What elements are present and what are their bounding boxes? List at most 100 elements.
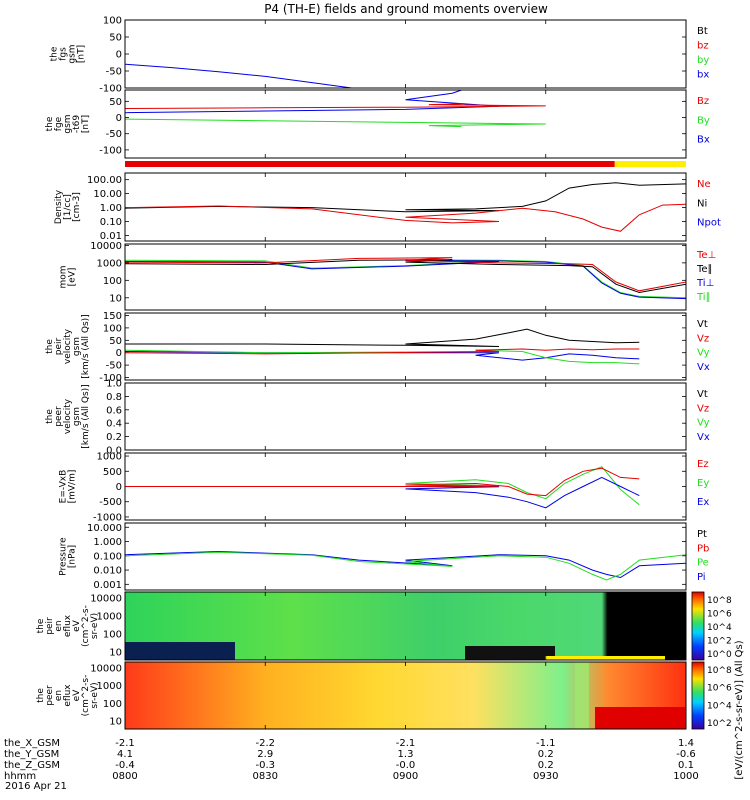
y-axis-label: gsm <box>63 114 73 133</box>
panel-temp: mom [eV] 10000 1000 100 10 Te⊥ Te∥ Ti⊥ Ti∥ <box>59 241 716 311</box>
x-tick-label: 1.3 <box>398 749 414 760</box>
x-tick-label: 0900 <box>393 771 418 782</box>
colorbar-tick-label: 10^0 <box>707 650 732 660</box>
series-group <box>125 182 686 232</box>
colorbar-tick-label: 10^2 <box>707 637 732 647</box>
series-line-Ez <box>125 467 640 497</box>
series-group <box>125 550 686 581</box>
series-line-Te⊥ <box>125 257 686 292</box>
colorbar-tick-label: 10^8 <box>707 666 732 676</box>
y-tick-label: 100 <box>103 16 122 27</box>
panel-frame <box>124 312 687 381</box>
x-row-label: the_Z_GSM <box>4 760 60 771</box>
y-axis-label: E=-VxB <box>59 470 69 504</box>
y-axis-label: [nT] <box>81 115 91 133</box>
y-axis-label: gsm <box>68 44 78 63</box>
y-axis-label: eV <box>72 619 82 632</box>
spectrogram-fill <box>125 662 686 729</box>
legend-entry: bz <box>697 41 709 52</box>
y-axis-label: the <box>36 618 46 633</box>
panel-pressure: Pressure [nPa] 10.000 1.000 0.100 0.010 0.001 P… <box>59 522 709 591</box>
y-axis-label: peir <box>45 617 55 635</box>
y-tick-label: 150 <box>103 311 122 322</box>
y-axis-label: the <box>45 116 55 131</box>
x-tick-label: 0.1 <box>678 760 694 771</box>
y-tick-label: 0.4 <box>106 419 122 430</box>
legend-entry: Npot <box>697 218 721 229</box>
y-tick-label: 0.01 <box>100 231 122 242</box>
series-line-bx <box>125 63 352 88</box>
y-axis-label: sr-eV) <box>90 613 100 639</box>
y-axis-label: [nT] <box>77 45 87 63</box>
y-tick-label: 0.001 <box>93 580 122 591</box>
y-tick-label: 1000 <box>97 681 122 692</box>
y-axis-label: (cm^2-s- <box>81 675 91 717</box>
legend-entry: Te∥ <box>696 264 713 275</box>
legend-entry: Ti∥ <box>696 292 711 303</box>
panel-density: Density [1/cc] [cm-3] 100.00 10.00 1.00 0.10 0.… <box>54 172 721 242</box>
y-axis-label: eflux <box>63 684 73 707</box>
panel-peer_vel: the peer velocity gsm [km/s (All Qs)] 1.0 0.8 0… <box>45 379 710 457</box>
colorbar-unit-label: [eV/(cm^2-s-sr-eV)] (All Qs) <box>734 640 745 779</box>
series-group <box>125 257 686 300</box>
y-axis-label: fge <box>54 116 64 131</box>
y-tick-label: 100 <box>103 276 122 287</box>
colorbar-tick-label: 10^8 <box>707 596 732 606</box>
x-tick-label: 0830 <box>253 771 278 782</box>
y-axis-label: velocity <box>63 328 73 364</box>
colorbar <box>691 591 705 661</box>
y-tick-label: 100 <box>103 630 122 641</box>
series-group <box>125 466 640 509</box>
y-tick-label: -50 <box>106 129 122 140</box>
y-tick-label: 50 <box>109 336 122 347</box>
legend-entry: Ti⊥ <box>696 278 714 289</box>
y-axis-label: mom <box>59 265 69 288</box>
colorbar-tick-label: 10^2 <box>707 719 732 729</box>
y-tick-label: 0.100 <box>93 551 122 562</box>
mode-bar-red <box>125 161 615 167</box>
x-row-label: the_Y_GSM <box>4 749 59 760</box>
x-tick-label: -0.6 <box>676 749 696 760</box>
x-tick-label: -0.4 <box>115 760 135 771</box>
panel-peir_spec: the peir en eflux eV (cm^2-s-sr-eV) 10000 1000 1… <box>36 591 732 661</box>
colorbar-tick-label: 10^4 <box>707 701 732 711</box>
y-tick-label: 10 <box>109 293 122 304</box>
x-tick-label: -2.1 <box>396 738 416 749</box>
y-axis-label: fgs <box>59 47 69 61</box>
y-tick-label: 1.000 <box>93 537 122 548</box>
legend-entry: Pt <box>697 529 707 540</box>
x-tick-label: -0.3 <box>255 760 275 771</box>
y-axis-label: peer <box>45 685 55 706</box>
legend-entry: Vy <box>697 348 710 359</box>
y-tick-label: 10.000 <box>87 523 122 534</box>
legend-entry: Bx <box>697 135 710 146</box>
date-label: 2016 Apr 21 <box>5 781 67 792</box>
y-axis-label: [mV/m] <box>68 470 78 504</box>
legend-entry: Vz <box>697 403 709 414</box>
x-axis: the_X_GSMthe_Y_GSMthe_Z_GSMhhmm-2.14.1-0… <box>4 640 745 782</box>
legend-entry: Vx <box>697 362 710 373</box>
y-axis-label: (cm^2-s- <box>81 605 91 647</box>
y-tick-label: 0.8 <box>106 392 122 403</box>
spectrogram-red-block <box>595 707 685 729</box>
legend-entry: By <box>697 115 710 126</box>
series-line-Ni <box>125 182 686 213</box>
y-tick-label: 100.00 <box>87 175 122 186</box>
y-axis-label: the <box>50 46 60 61</box>
y-tick-label: 10 <box>109 648 122 659</box>
figure-title: P4 (TH-E) fields and ground moments over… <box>264 2 548 16</box>
legend-entry: Vt <box>697 389 708 400</box>
x-tick-label: 2.9 <box>257 749 273 760</box>
x-tick-label: -1.1 <box>536 738 556 749</box>
spectrogram-band <box>575 662 589 729</box>
x-tick-label: 0800 <box>112 771 137 782</box>
y-tick-label: -50 <box>106 361 122 372</box>
colorbar <box>691 661 705 730</box>
x-tick-label: -0.0 <box>396 760 416 771</box>
legend-entry: Ey <box>697 478 709 489</box>
legend-entry: Te⊥ <box>696 250 716 261</box>
panel-efield: E=-VxB [mV/m] 1000 500 0 -500 -1000 Ez Ey Ex <box>59 452 710 524</box>
colorbar-tick-label: 10^6 <box>707 610 732 620</box>
